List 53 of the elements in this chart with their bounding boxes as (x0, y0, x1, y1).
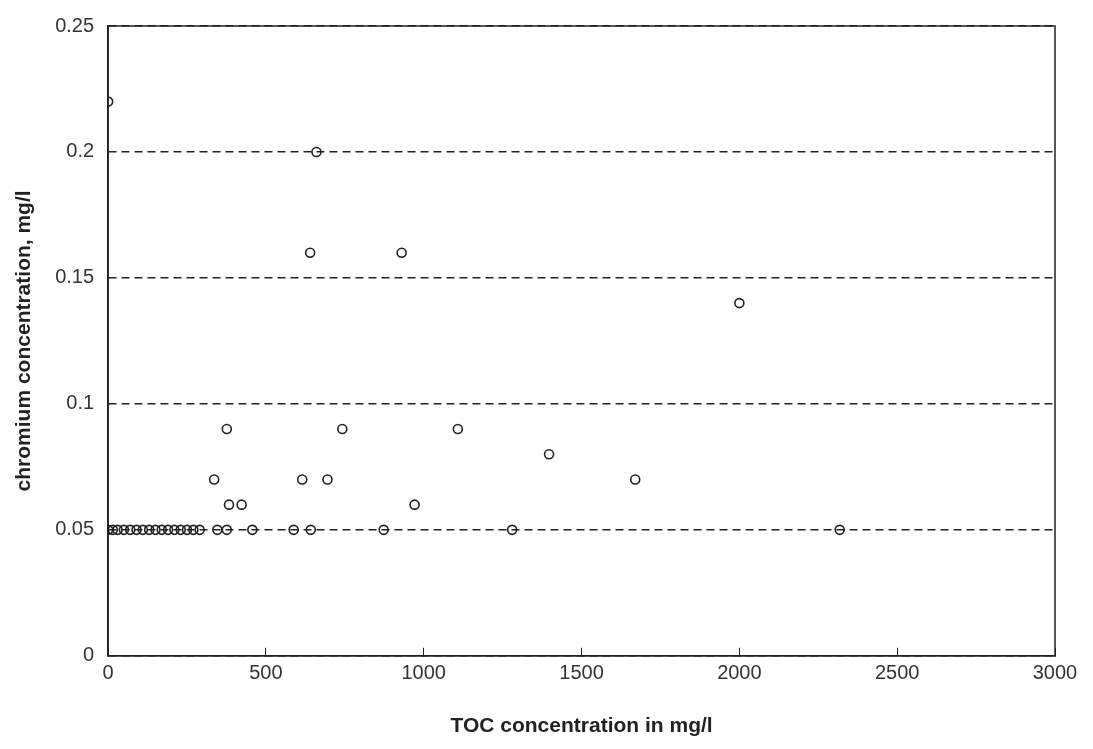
x-tick-label: 0 (102, 661, 114, 684)
point (108, 524, 119, 536)
y-tick-label: 0.25 (55, 13, 95, 36)
point (834, 524, 846, 536)
point (175, 524, 187, 536)
point (322, 474, 333, 485)
point (143, 524, 155, 536)
point (337, 423, 348, 435)
point (236, 499, 247, 510)
point (543, 448, 555, 460)
x-tick-label: 3000 (1032, 661, 1078, 684)
y-tick-label: 0.2 (66, 139, 95, 162)
point (378, 524, 389, 536)
point (304, 247, 316, 259)
point (452, 423, 464, 435)
point (169, 524, 180, 536)
point (181, 524, 193, 536)
point (409, 499, 420, 510)
y-axis-title: chromium concentration, mg/l (11, 190, 35, 492)
point (221, 423, 233, 435)
point (221, 524, 233, 536)
point (288, 524, 300, 536)
y-tick-label: 0.15 (55, 265, 95, 288)
point (118, 524, 130, 536)
point (223, 499, 235, 510)
point (156, 524, 168, 536)
point (124, 524, 136, 536)
point (150, 524, 161, 536)
x-tick-label: 1000 (401, 661, 446, 684)
point (212, 524, 223, 536)
point (188, 524, 199, 536)
x-tick-label: 500 (249, 661, 283, 684)
x-tick-label: 2000 (717, 661, 762, 684)
point (208, 474, 220, 485)
y-tick-label: 0.1 (66, 391, 95, 414)
point (396, 247, 407, 259)
point (247, 524, 258, 536)
point (305, 524, 317, 536)
point (506, 524, 518, 536)
x-tick-label: 1500 (559, 661, 604, 684)
y-tick-label: 0.05 (55, 517, 95, 540)
point (296, 474, 308, 485)
y-tick-label: 0 (83, 643, 95, 666)
x-axis-title: TOC concentration in mg/l (450, 713, 713, 737)
point (112, 524, 123, 536)
point (194, 524, 205, 536)
point (734, 297, 745, 309)
x-tick-label: 2500 (874, 661, 920, 684)
point (311, 146, 322, 158)
point (137, 524, 149, 536)
point (162, 524, 174, 536)
point (131, 524, 142, 536)
point (629, 474, 641, 485)
